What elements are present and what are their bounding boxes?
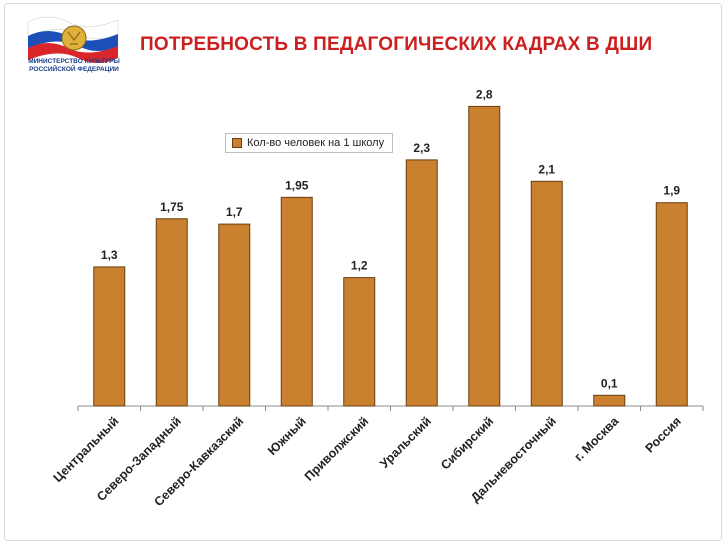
bar (280, 196, 313, 407)
data-label: 2,3 (413, 141, 430, 155)
legend-swatch (232, 138, 242, 148)
x-tick-label: Уральский (377, 414, 434, 471)
data-label: 0,1 (601, 376, 618, 390)
bar (218, 223, 251, 407)
chart-legend: Кол-во человек на 1 школу (225, 133, 394, 153)
data-label: 1,2 (351, 259, 368, 273)
bar (468, 105, 501, 407)
logo-caption-line-1: МИНИСТЕРСТВО КУЛЬТУРЫ (28, 58, 120, 65)
data-label: 1,9 (663, 184, 680, 198)
legend-label: Кол-во человек на 1 школу (247, 137, 385, 149)
x-tick-label: Сибирский (438, 414, 496, 472)
x-tick-label: Центральный (51, 414, 122, 485)
x-tick-label: Южный (265, 414, 309, 458)
bar (93, 266, 126, 407)
data-label: 1,95 (285, 178, 309, 192)
bar (155, 218, 188, 407)
ministry-flag-logo-icon (27, 16, 119, 63)
data-label: 1,3 (101, 248, 118, 262)
chart-title: ПОТРЕБНОСТЬ В ПЕДАГОГИЧЕСКИХ КАДРАХ В ДШ… (140, 34, 653, 55)
bar (655, 202, 688, 407)
x-tick-label: Россия (643, 414, 684, 455)
data-label: 2,8 (476, 87, 493, 101)
x-tick-label: г. Москва (572, 413, 623, 464)
bar (593, 394, 626, 407)
x-tick-label: Приволжский (302, 414, 372, 484)
data-label: 1,7 (226, 205, 243, 219)
bar (405, 159, 438, 407)
data-label: 2,1 (538, 162, 555, 176)
slide-frame (4, 3, 722, 541)
bar (530, 180, 563, 407)
logo-caption: МИНИСТЕРСТВО КУЛЬТУРЫ РОССИЙСКОЙ ФЕДЕРАЦ… (18, 58, 130, 74)
data-label: 1,75 (160, 200, 184, 214)
bar (343, 277, 376, 407)
logo-caption-line-2: РОССИЙСКОЙ ФЕДЕРАЦИИ (29, 66, 119, 73)
